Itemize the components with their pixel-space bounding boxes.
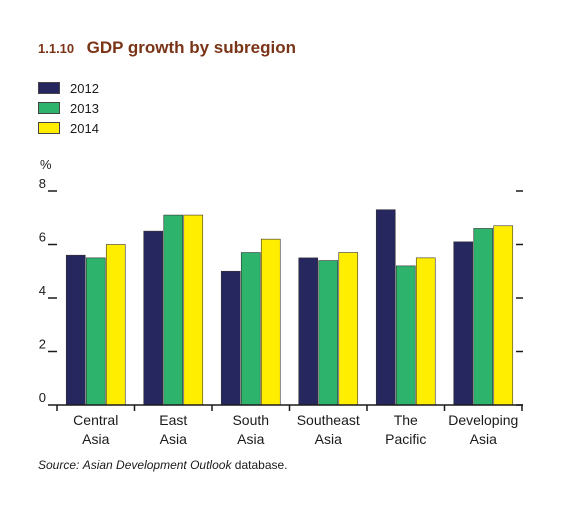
source-tail: database. [234, 458, 288, 472]
legend-label: 2014 [70, 120, 99, 136]
bar [453, 241, 474, 406]
figure-number: 1.1.10 [38, 41, 75, 56]
x-tick-label: Asia [470, 431, 497, 447]
figure-title: 1.1.10 GDP growth by subregion [38, 38, 296, 58]
legend-label: 2012 [70, 80, 99, 96]
x-tick-label: Pacific [385, 431, 426, 447]
bar [65, 254, 86, 406]
x-tick-label: Asia [160, 431, 187, 447]
x-tick-label: Southeast [297, 412, 360, 428]
bar [415, 257, 436, 406]
bar [260, 238, 281, 406]
x-tick-label: Developing [448, 412, 518, 428]
legend-label: 2013 [70, 100, 99, 116]
legend-item: 2012 [38, 78, 99, 98]
y-tick-label: 4 [39, 283, 46, 298]
x-tick-label: Asia [82, 431, 109, 447]
source-label: Source: [38, 458, 80, 472]
x-tick-label: East [159, 412, 187, 428]
bar [318, 260, 339, 406]
bar [375, 209, 396, 406]
x-tick-label: The [394, 412, 418, 428]
y-axis-unit: % [40, 157, 52, 172]
x-tick-label: Asia [315, 431, 342, 447]
y-tick-label: 2 [39, 337, 46, 352]
bar [338, 252, 359, 406]
source-publication: Asian Development Outlook [82, 458, 232, 472]
bar [395, 265, 416, 406]
legend-swatch [38, 82, 60, 94]
legend-item: 2014 [38, 118, 99, 138]
bar [105, 244, 126, 406]
y-tick-label: 6 [39, 230, 46, 245]
legend-swatch [38, 122, 60, 134]
bar [183, 214, 204, 406]
y-tick-label: 8 [39, 176, 46, 191]
x-tick-label: South [232, 412, 269, 428]
legend: 2012 2013 2014 [38, 78, 99, 138]
bar [85, 257, 106, 406]
bar [240, 252, 261, 406]
source-note: Source: Asian Development Outlook databa… [38, 458, 288, 472]
figure-title-text: GDP growth by subregion [86, 38, 296, 57]
bar-chart: % 0 2 4 6 8 Central Asia East Asia South Asia Southe… [39, 157, 523, 447]
bar [143, 230, 164, 406]
legend-item: 2013 [38, 98, 99, 118]
bar [493, 225, 514, 406]
bar [473, 228, 494, 406]
legend-swatch [38, 102, 60, 114]
x-tick-label: Asia [237, 431, 264, 447]
bar [298, 257, 319, 406]
y-tick-label: 0 [39, 390, 46, 405]
x-tick-label: Central [73, 412, 118, 428]
bar [220, 270, 241, 406]
bar [163, 214, 184, 406]
